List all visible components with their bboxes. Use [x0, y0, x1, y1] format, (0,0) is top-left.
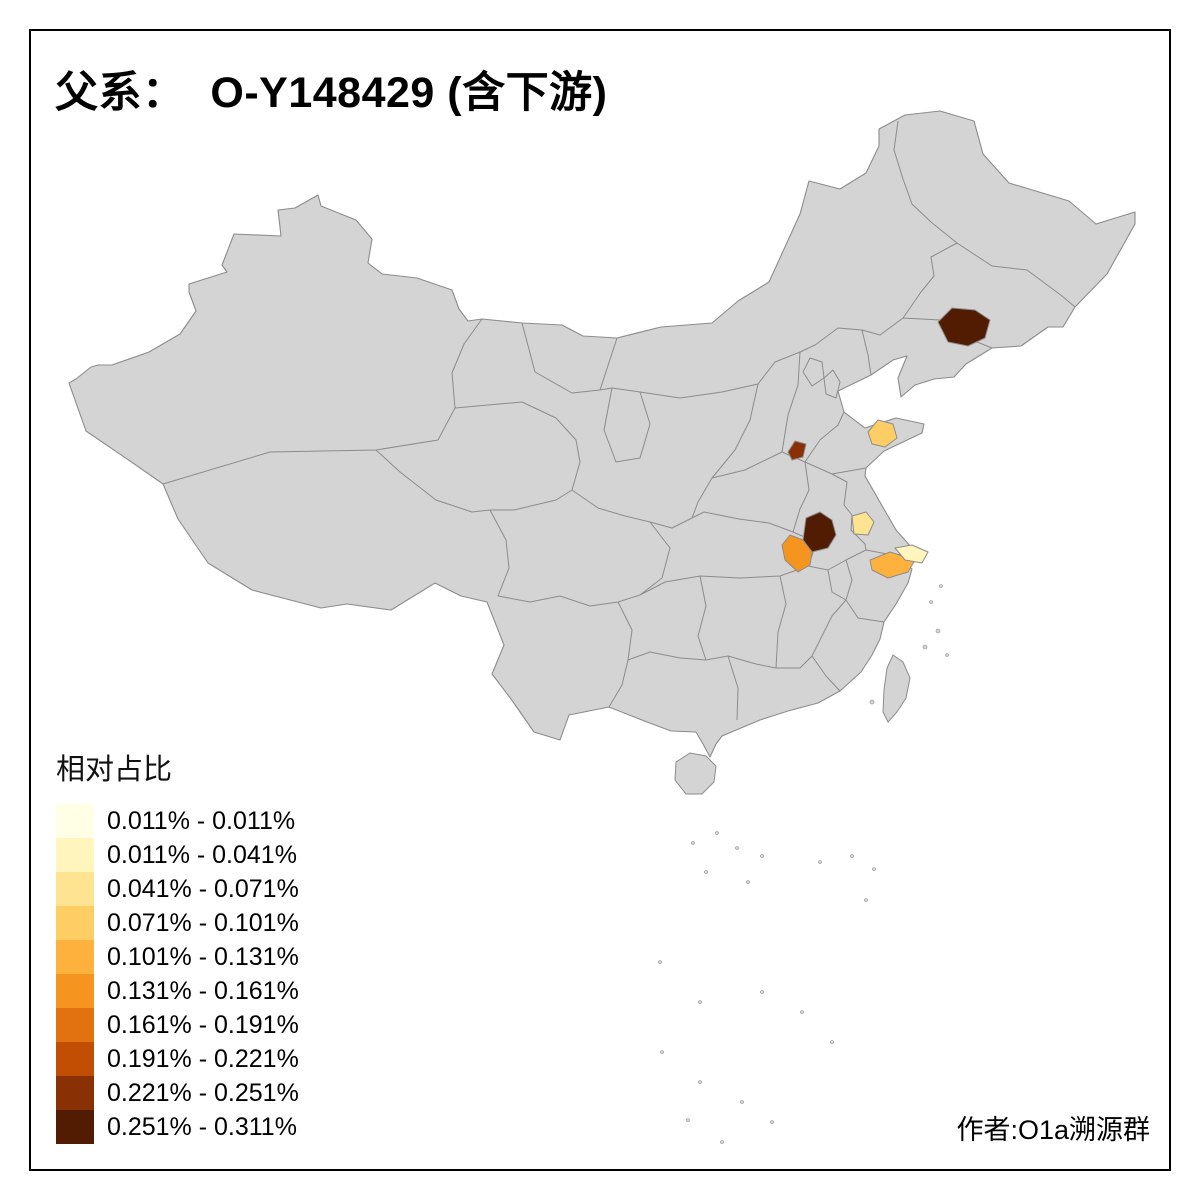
legend-swatch [56, 1008, 94, 1042]
province-borders-south [497, 549, 885, 721]
legend-row: 0.221% - 0.251% [56, 1076, 299, 1110]
legend-row: 0.191% - 0.221% [56, 1042, 299, 1076]
legend-swatch [56, 872, 94, 906]
region-shandong [867, 419, 898, 448]
legend-swatch [56, 838, 94, 872]
legend-swatch [56, 1076, 94, 1110]
legend-row: 0.011% - 0.041% [56, 838, 299, 872]
legend-row: 0.251% - 0.311% [56, 1110, 299, 1144]
legend-swatch [56, 974, 94, 1008]
region-central-anhui [851, 511, 875, 536]
map-frame [29, 29, 1171, 1171]
taiwan-island [882, 654, 911, 723]
legend-row: 0.041% - 0.071% [56, 872, 299, 906]
legend-classes: 0.011% - 0.011% 0.011% - 0.041% 0.041% - 0… [56, 804, 299, 1144]
legend-row: 0.131% - 0.161% [56, 974, 299, 1008]
legend-swatch [56, 906, 94, 940]
map-title: 父系： O-Y148429 (含下游) [55, 69, 608, 117]
legend-swatch [56, 804, 94, 838]
legend: 相对占比 0.011% - 0.011% 0.011% - 0.041% 0.041… [56, 746, 299, 1144]
legend-label: 0.071% - 0.101% [107, 908, 299, 937]
small-islands [658, 584, 949, 1144]
legend-row: 0.071% - 0.101% [56, 906, 299, 940]
legend-swatch [56, 940, 94, 974]
legend-title: 相对占比 [56, 754, 173, 786]
legend-label: 0.191% - 0.221% [107, 1044, 299, 1073]
legend-row: 0.161% - 0.191% [56, 1008, 299, 1042]
highlighted-regions [781, 307, 991, 579]
region-north-henan [787, 440, 807, 461]
legend-label: 0.041% - 0.071% [107, 874, 299, 903]
china-mainland [68, 110, 1136, 758]
attribution: 作者:O1a溯源群 [956, 1115, 1150, 1145]
hainan-island [674, 752, 717, 795]
legend-label: 0.221% - 0.251% [107, 1078, 299, 1107]
legend-label: 0.131% - 0.161% [107, 976, 299, 1005]
legend-row: 0.011% - 0.011% [56, 804, 299, 838]
legend-label: 0.161% - 0.191% [107, 1010, 299, 1039]
legend-label: 0.101% - 0.131% [107, 942, 299, 971]
legend-label: 0.251% - 0.311% [107, 1112, 297, 1141]
legend-label: 0.011% - 0.041% [107, 840, 297, 869]
legend-label: 0.011% - 0.011% [107, 806, 296, 835]
region-northeast [937, 307, 991, 347]
region-shanghai [894, 544, 929, 564]
legend-swatch [56, 1042, 94, 1076]
region-east-hubei [781, 534, 813, 573]
province-borders-west [162, 318, 651, 597]
legend-swatch [56, 1110, 94, 1144]
legend-row: 0.101% - 0.131% [56, 940, 299, 974]
